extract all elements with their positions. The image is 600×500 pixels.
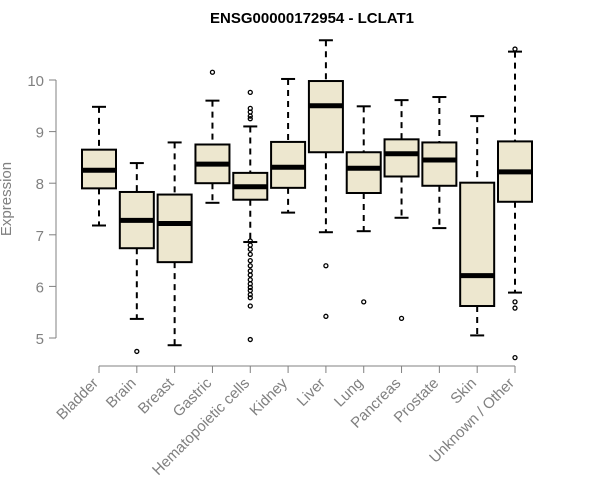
box-kidney: [270, 77, 307, 214]
box-iqr: [383, 138, 420, 178]
box-hematopoietic-cells: [232, 89, 269, 343]
y-axis-ticks: 5 6 7 8 9 10: [27, 73, 56, 348]
outlier-point: [247, 89, 253, 96]
outlier-point: [512, 305, 518, 311]
x-tick-label: Bladder: [53, 375, 102, 424]
outlier-point: [247, 284, 253, 291]
outlier-point: [247, 268, 253, 274]
box-iqr: [459, 181, 496, 308]
y-tick-label: 7: [36, 228, 44, 245]
box-unknown-other: [497, 46, 533, 361]
y-tick-label: 6: [36, 279, 44, 296]
outlier-point: [361, 299, 367, 305]
x-tick-label: Liver: [294, 375, 329, 410]
x-tick-label: Skin: [447, 375, 480, 408]
box-bladder: [81, 105, 117, 227]
outlier-point: [247, 303, 253, 309]
box-iqr: [345, 151, 382, 195]
outlier-point: [247, 263, 253, 269]
box-liver: [307, 39, 344, 319]
chart-title: ENSG00000172954 - LCLAT1: [210, 10, 414, 27]
y-tick-label: 9: [36, 125, 44, 142]
y-tick-label: 8: [36, 176, 44, 193]
outlier-point: [247, 257, 253, 264]
outlier-point: [247, 336, 253, 343]
outlier-point: [247, 277, 253, 283]
x-tick-label: Kidney: [246, 374, 291, 419]
outlier-point: [247, 251, 253, 258]
outlier-point: [209, 69, 216, 75]
boxes-group: [81, 39, 533, 361]
box-pancreas: [383, 99, 420, 322]
outlier-point: [247, 238, 253, 244]
outlier-point: [247, 272, 253, 278]
box-prostate: [421, 96, 458, 230]
box-breast: [156, 141, 193, 347]
box-brain: [118, 162, 155, 355]
y-tick-label: 5: [36, 331, 44, 348]
outlier-point: [247, 292, 253, 298]
outlier-point: [512, 354, 518, 361]
box-gastric: [194, 69, 231, 204]
box-iqr: [421, 141, 458, 187]
box-lung: [345, 105, 382, 305]
y-axis-label: Expression: [0, 162, 15, 236]
outlier-point: [398, 315, 405, 322]
outlier-point: [323, 263, 329, 269]
outlier-point: [247, 105, 253, 112]
outlier-point: [512, 46, 518, 52]
box-iqr: [156, 193, 193, 264]
outlier-point: [134, 348, 140, 355]
y-tick-label: 10: [27, 73, 44, 90]
outlier-point: [323, 313, 329, 319]
box-iqr: [307, 80, 344, 154]
outlier-point: [247, 295, 253, 301]
box-skin: [459, 115, 496, 337]
outlier-point: [247, 116, 253, 122]
outlier-point: [247, 287, 253, 294]
outlier-point: [247, 246, 253, 252]
outlier-point: [247, 242, 253, 248]
outlier-point: [512, 299, 518, 305]
